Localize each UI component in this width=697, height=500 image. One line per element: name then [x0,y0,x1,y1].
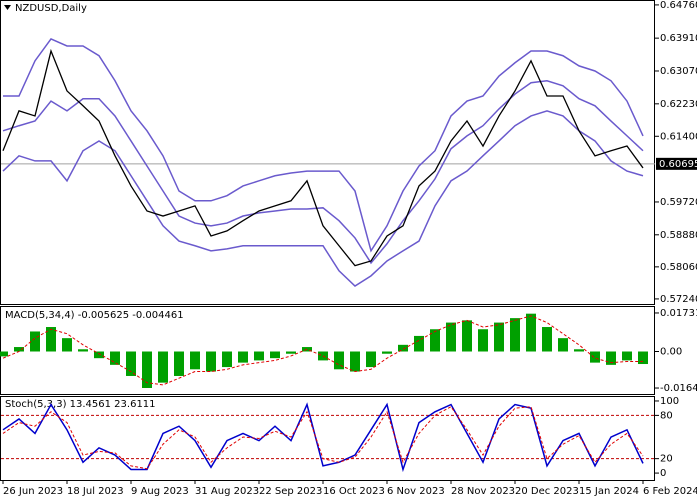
x-tick-label: 22 Sep 2023 [259,486,322,497]
series-line [2,402,644,473]
histogram-bar [222,351,232,368]
histogram-bar [78,349,88,352]
histogram-bar [350,351,360,372]
histogram-bar [430,329,440,352]
current-price-box [656,157,697,170]
histogram-bar [558,338,568,352]
y-tick-label: 100 [660,396,679,407]
histogram-bar [142,351,152,388]
y-tick-label: -0.016414 [660,383,697,394]
histogram-bar [366,351,376,368]
histogram-bar [254,351,264,361]
histogram-bar [286,351,296,354]
histogram-bar [446,322,456,352]
histogram-bar [414,335,424,352]
macd-panel-frame [0,306,655,395]
histogram-bar [46,327,56,352]
series-line [3,37,644,253]
histogram-bar [398,344,408,352]
histogram-bar [382,351,392,354]
y-tick-label: 20 [660,454,673,465]
histogram-bar [190,351,200,370]
histogram-bar [510,318,520,352]
x-tick-label: 20 Dec 2023 [515,486,579,497]
x-tick-label: 31 Aug 2023 [195,486,259,497]
histogram-bar [158,351,168,383]
histogram-bar [0,351,8,357]
histogram-bar [110,351,120,365]
histogram-bar [62,338,72,352]
x-tick-label: 16 Oct 2023 [323,486,385,497]
histogram-bar [94,351,104,359]
histogram-bar [590,351,600,363]
menu-triangle [4,5,11,10]
chart-title: NZDUSD,Daily [15,3,87,14]
x-tick-label: 6 Feb 2024 [643,486,697,497]
histogram-bar [30,331,40,352]
histogram-bar [526,313,536,352]
price-panel-frame [0,0,655,305]
series-line [2,110,644,287]
x-tick-label: 28 Nov 2023 [451,486,515,497]
x-tick-label: 9 Aug 2023 [131,486,189,497]
y-tick-label: 0.017319 [660,308,697,319]
x-tick-label: 6 Nov 2023 [387,486,445,497]
histogram-bar [206,351,216,372]
series-line [2,406,644,470]
y-tick-label: 0 [660,468,666,479]
macd-title: MACD(5,34,4) -0.005625 -0.004461 [5,310,184,321]
histogram-bar [542,327,552,352]
series-line [2,48,644,267]
histogram-bar [270,351,280,359]
histogram-bar [462,320,472,352]
histogram-bar [494,322,504,352]
histogram-bar [238,351,248,363]
current-price-label: 0.60695 [659,159,697,170]
stoch-panel-frame [0,396,655,481]
y-tick-label: 80 [660,410,673,421]
x-tick-label: 15 Jan 2024 [579,486,639,497]
series-line [2,79,644,265]
histogram-bar [622,351,632,361]
histogram-bar [574,349,584,352]
x-tick-label: 26 Jun 2023 [3,486,63,497]
x-tick-label: 18 Jul 2023 [67,486,124,497]
histogram-bar [334,351,344,370]
histogram-bar [606,351,616,365]
histogram-bar [478,329,488,352]
series-line [2,315,644,386]
histogram-bar [638,351,648,365]
histogram-bar [126,351,136,376]
y-tick-label: 0.00 [660,347,682,358]
histogram-bar [14,347,24,352]
stoch-title: Stoch(5,3,3) 13.4561 23.6111 [5,399,156,410]
histogram-bar [174,351,184,376]
